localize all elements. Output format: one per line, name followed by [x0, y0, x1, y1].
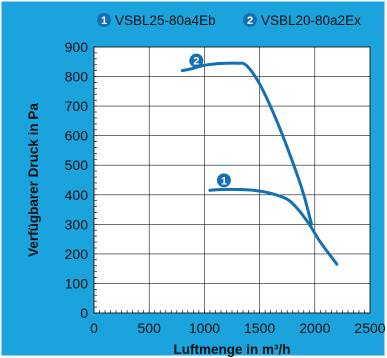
series-2-marker: 2: [189, 53, 204, 68]
y-tick-labels: 0 100 200 300 400 500 600 700 800 900: [65, 39, 89, 321]
series-1-marker: 1: [216, 173, 231, 188]
x-tick-label: 2500: [354, 320, 385, 336]
legend-item-1: 1 VSBL25-80a4Eb: [97, 13, 216, 28]
y-tick-label: 0: [80, 305, 88, 321]
x-tick-label: 2000: [299, 320, 330, 336]
x-tick-label: 1000: [189, 320, 220, 336]
legend-marker-number: 2: [247, 15, 253, 27]
series-marker-circle: [189, 53, 204, 68]
x-tick-label: 500: [138, 320, 162, 336]
series-marker-number: 1: [221, 175, 227, 187]
y-tick-label: 800: [65, 69, 89, 85]
y-axis-title: Verfügbarer Druck in Pa: [26, 103, 41, 257]
y-tick-label: 600: [65, 128, 89, 144]
legend-label: VSBL25-80a4Eb: [115, 13, 216, 28]
y-tick-label: 900: [65, 39, 89, 55]
series-2-curve: [180, 61, 313, 226]
legend-marker-circle: [243, 13, 257, 27]
y-tick-label: 200: [65, 246, 89, 262]
legend-label: VSBL20-80a2Ex: [261, 13, 361, 28]
series-marker-number: 2: [193, 56, 199, 68]
series-1-curve: [208, 187, 339, 266]
y-tick-label: 700: [65, 98, 89, 114]
y-tick-label: 300: [65, 216, 89, 232]
series-markers: 12: [189, 53, 231, 188]
legend-marker-number: 1: [101, 15, 107, 27]
series-marker-circle: [216, 173, 231, 188]
y-tick-label: 400: [65, 187, 89, 203]
legend: 1 VSBL25-80a4Eb 2 VSBL20-80a2Ex: [97, 13, 361, 28]
grid-lines: [93, 46, 371, 314]
y-tick-label: 500: [65, 157, 89, 173]
x-tick-label: 0: [90, 320, 98, 336]
legend-item-2: 2 VSBL20-80a2Ex: [243, 13, 361, 28]
x-tick-label: 1500: [244, 320, 275, 336]
series-curves: [180, 61, 339, 266]
y-tick-label: 100: [65, 275, 89, 291]
plot-area: [94, 47, 370, 313]
x-tick-labels: 0 500 1000 1500 2000 2500: [90, 320, 386, 336]
legend-marker-circle: [97, 13, 111, 27]
tick-marks: [93, 46, 371, 314]
x-axis-title: Luftmenge in m³/h: [174, 342, 291, 357]
